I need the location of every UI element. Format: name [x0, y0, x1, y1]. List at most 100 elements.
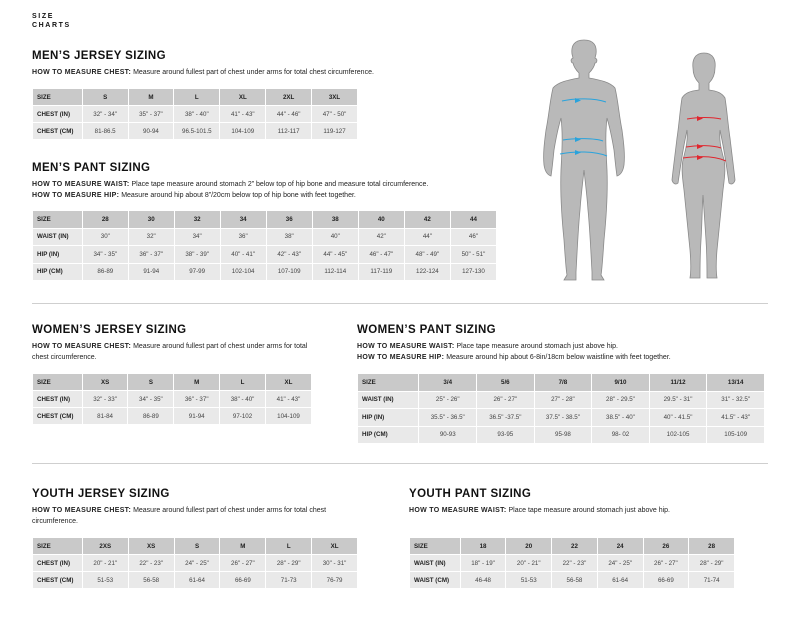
instruction-line: HOW TO MEASURE WAIST: Place tape measure… [357, 341, 777, 352]
table-cell: 24" - 25" [596, 554, 644, 572]
table-cell: 22" - 23" [127, 554, 175, 572]
section-divider [32, 463, 768, 464]
instruction-text: Place tape measure around stomach just a… [454, 343, 619, 350]
table-row: HIP (CM) 86-89 91-94 97-99 102-104 107-109 112… [32, 262, 498, 281]
table-cell: 28" - 29.5" [591, 390, 650, 409]
arrow-icon [697, 116, 703, 121]
table-cell: 46" - 47" [357, 245, 405, 264]
brand-line-1: SIZE [32, 13, 54, 20]
table-row: CHEST (CM) 81-84 86-89 91-94 97-102 104-109 [32, 407, 313, 425]
mens-jersey-instructions: HOW TO MEASURE CHEST: Measure around ful… [32, 67, 532, 78]
size-charts-heading: SIZE CHARTS [32, 12, 71, 30]
table-cell: 25" - 26" [418, 390, 477, 409]
table-cell: 46-48 [459, 571, 507, 589]
table-cell: 28 [81, 210, 129, 229]
table-cell: 2XL [265, 88, 313, 106]
table-cell: 5/6 [476, 373, 535, 392]
row-label: SIZE [32, 210, 83, 229]
mens-pant-instructions: HOW TO MEASURE WAIST: Place tape measure… [32, 179, 532, 201]
instruction-text: Measure around hip about 6-8in/18cm belo… [444, 354, 671, 361]
table-cell: 34" - 35" [81, 245, 129, 264]
instruction-label: HOW TO MEASURE CHEST: [32, 69, 132, 76]
table-cell: 36" - 37" [127, 245, 175, 264]
table-cell: 127-130 [449, 262, 498, 281]
table-cell: 86-89 [127, 407, 175, 425]
table-cell: 66-69 [219, 571, 267, 589]
table-cell: 9/10 [591, 373, 650, 392]
womens-pant-size-table: SIZE 3/4 5/6 7/8 9/10 11/12 13/14 WAIST (IN) 25"… [356, 373, 765, 444]
table-cell: L [219, 373, 266, 391]
female-measure-lines [682, 117, 727, 162]
table-cell: 102-105 [648, 425, 708, 444]
table-cell: 98- 02 [591, 425, 650, 444]
female-silhouette-icon [671, 52, 736, 279]
instruction-label: HOW TO MEASURE HIP: [32, 192, 120, 199]
row-label: CHEST (CM) [32, 571, 83, 589]
table-cell: XL [311, 537, 358, 555]
instruction-label: HOW TO MEASURE CHEST: [32, 343, 132, 350]
table-cell: 56-58 [551, 571, 598, 589]
table-cell: 86-89 [81, 262, 129, 281]
table-cell: 119-127 [311, 122, 358, 140]
table-cell: 34 [219, 210, 267, 229]
table-cell: 20" - 21" [81, 554, 129, 572]
row-label: WAIST (IN) [409, 554, 461, 572]
instruction-text: Measure around fullest part of chest und… [131, 69, 374, 76]
section-divider [32, 303, 768, 304]
table-cell: 93-95 [476, 425, 535, 444]
row-label: HIP (IN) [32, 245, 83, 264]
body-measurement-figures [543, 39, 736, 281]
table-cell: 30" - 31" [311, 554, 358, 572]
table-cell: 42" - 43" [265, 245, 313, 264]
table-cell: 61-64 [173, 571, 221, 589]
youth-jersey-title: YOUTH JERSEY SIZING [32, 488, 170, 500]
table-cell: 107-109 [265, 262, 313, 281]
table-cell: 81-86.5 [81, 122, 129, 140]
table-cell: 44" - 46" [265, 105, 313, 123]
table-cell: 40" [311, 227, 359, 246]
youth-pant-instructions: HOW TO MEASURE WAIST: Place tape measure… [409, 505, 789, 516]
table-row: WAIST (CM) 46-48 51-53 56-58 61-64 66-69 71-74 [409, 571, 735, 589]
brand-line-2: CHARTS [32, 22, 71, 29]
table-cell: 105-109 [706, 425, 765, 444]
row-label: CHEST (IN) [32, 105, 83, 123]
table-header-row: SIZE 2XS XS S M L XL [32, 537, 358, 555]
table-cell: 44" - 45" [311, 245, 359, 264]
table-cell: 36 [265, 210, 313, 229]
table-row: CHEST (CM) 51-53 56-58 61-64 66-69 71-73 76-79 [32, 571, 358, 589]
table-cell: 18 [459, 537, 507, 555]
table-cell: 37.5" - 38.5" [533, 408, 593, 427]
instruction-text: Measure around fullest part of chest und… [32, 343, 308, 361]
table-cell: 102-104 [219, 262, 267, 281]
instruction-label: HOW TO MEASURE WAIST: [409, 507, 507, 514]
row-label: SIZE [32, 373, 83, 391]
table-cell: 95-98 [533, 425, 593, 444]
table-cell: 38" - 40" [219, 390, 266, 408]
table-row: HIP (IN) 34" - 35" 36" - 37" 38" - 39" 40" -… [32, 245, 498, 264]
table-cell: 26 [642, 537, 690, 555]
table-header-row: SIZE S M L XL 2XL 3XL [32, 88, 358, 106]
table-cell: 42" [357, 227, 405, 246]
youth-pant-title: YOUTH PANT SIZING [409, 488, 532, 500]
table-header-row: SIZE 18 20 22 24 26 28 [409, 537, 735, 555]
row-label: WAIST (CM) [409, 571, 461, 589]
table-cell: 26" - 27" [219, 554, 267, 572]
row-label: CHEST (IN) [32, 554, 83, 572]
table-cell: 30" [81, 227, 129, 246]
table-cell: 11/12 [648, 373, 708, 392]
instruction-line: HOW TO MEASURE HIP: Measure around hip a… [32, 190, 532, 201]
table-cell: 50" - 51" [449, 245, 498, 264]
table-cell: 38" [265, 227, 313, 246]
table-cell: 32" - 33" [81, 390, 129, 408]
row-label: SIZE [409, 537, 461, 555]
table-cell: M [219, 537, 267, 555]
table-cell: S [173, 537, 221, 555]
table-cell: 61-64 [596, 571, 644, 589]
table-cell: S [81, 88, 129, 106]
table-cell: 91-94 [173, 407, 221, 425]
table-row: CHEST (CM) 81-86.5 90-94 96.5-101.5 104-109 1… [32, 122, 358, 140]
table-cell: 34" - 35" [127, 390, 175, 408]
row-label: WAIST (IN) [356, 390, 420, 409]
table-cell: 38 [311, 210, 359, 229]
table-cell: XL [219, 88, 267, 106]
